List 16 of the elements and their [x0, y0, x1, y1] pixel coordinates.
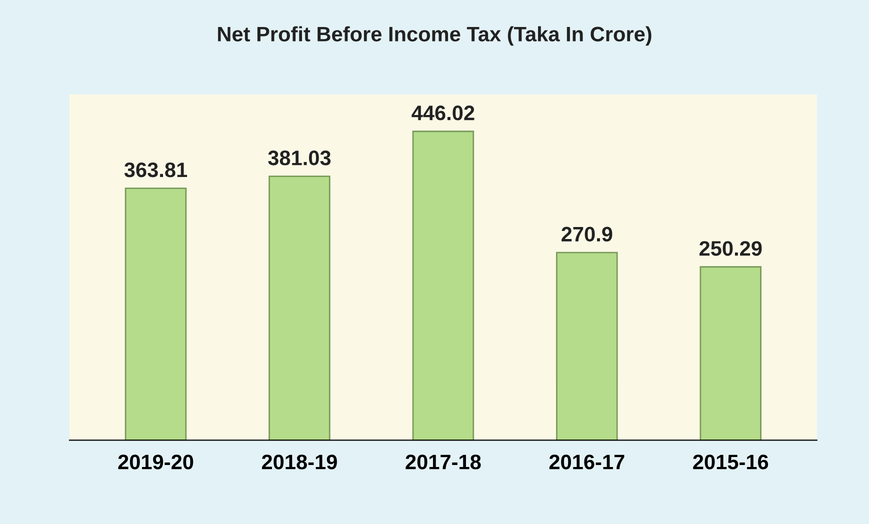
bar	[268, 176, 330, 440]
bar	[124, 188, 187, 440]
bar	[700, 266, 762, 440]
data-label: 381.03	[268, 150, 331, 166]
x-tick-label: 2019-20	[118, 454, 194, 470]
bar	[412, 130, 474, 440]
data-label: 270.9	[562, 226, 612, 242]
bar	[556, 252, 618, 440]
data-label: 250.29	[699, 241, 762, 256]
x-tick-label: 2017-18	[406, 454, 481, 470]
x-tick-label: 2018-19	[262, 454, 337, 470]
data-label: 363.81	[124, 162, 188, 178]
x-tick-label: 2016-17	[549, 454, 624, 470]
chart-title: Net Profit Before Income Tax (Taka In Crore)	[218, 26, 652, 46]
data-label: 446.02	[412, 106, 474, 120]
x-tick-label: 2015-16	[693, 454, 768, 470]
